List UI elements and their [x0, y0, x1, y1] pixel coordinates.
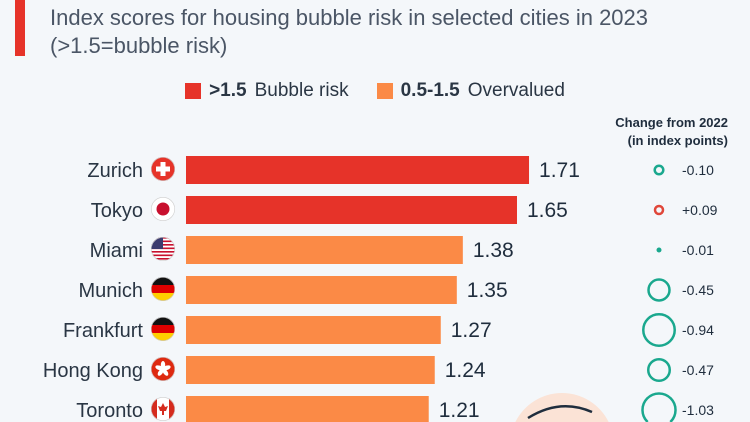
- change-header: Change from 2022 (in index points): [615, 114, 728, 150]
- value-label: 1.38: [473, 239, 514, 262]
- value-label: 1.71: [539, 159, 580, 182]
- change-bubble: [653, 164, 665, 176]
- japan-flag-icon: [151, 197, 176, 222]
- bar-row: Miami 1.38 -0.01: [90, 236, 714, 264]
- bar-row: Toronto 1.21 -1.03: [76, 392, 714, 422]
- bar-row: Munich 1.35 -0.45: [79, 276, 714, 304]
- chart-title: Index scores for housing bubble risk in …: [50, 5, 649, 58]
- change-header-line: Change from 2022: [615, 115, 728, 130]
- category-label: Frankfurt: [63, 320, 143, 342]
- legend-key: >1.5: [209, 80, 247, 101]
- category-label: Toronto: [76, 400, 143, 422]
- change-bubble: [642, 313, 676, 347]
- change-bubble: [653, 204, 665, 216]
- legend-swatch: [185, 83, 202, 99]
- change-label: +0.09: [682, 202, 718, 218]
- change-label: -0.45: [682, 282, 714, 298]
- germany-flag-icon: [151, 276, 176, 301]
- change-header-line: (in index points): [627, 133, 728, 148]
- usa-flag-icon: [151, 237, 176, 262]
- bar-row: Zurich 1.71 -0.10: [87, 156, 714, 184]
- change-label: -0.10: [682, 162, 714, 178]
- bar: [186, 236, 463, 264]
- bar-row: Frankfurt 1.27 -0.94: [63, 313, 714, 347]
- legend-item-bubble-risk: >1.5 Bubble risk: [185, 80, 349, 102]
- change-label: -1.03: [682, 402, 714, 418]
- hong-kong-flag-icon: [151, 356, 176, 381]
- legend: >1.5 Bubble risk 0.5-1.5 Overvalued: [0, 80, 750, 102]
- change-bubble: [647, 358, 671, 382]
- legend-label: Overvalued: [467, 80, 565, 101]
- category-label: Zurich: [87, 160, 143, 182]
- legend-swatch: [376, 83, 393, 99]
- germany-flag-icon: [151, 316, 176, 341]
- value-label: 1.21: [439, 399, 480, 422]
- value-label: 1.35: [467, 279, 508, 302]
- bar: [186, 196, 517, 224]
- decorative-stroke: [527, 405, 593, 420]
- bar: [186, 356, 435, 384]
- category-label: Tokyo: [91, 200, 143, 222]
- bar-row: Hong Kong 1.24 -0.47: [43, 356, 714, 384]
- title-accent-bar: [15, 0, 25, 56]
- bar: [186, 396, 429, 422]
- category-label: Munich: [79, 280, 143, 302]
- legend-key: 0.5-1.5: [400, 80, 460, 101]
- change-bubble: [647, 278, 671, 302]
- change-label: -0.47: [682, 362, 714, 378]
- value-label: 1.27: [451, 319, 492, 342]
- change-label: -0.94: [682, 322, 714, 338]
- category-label: Hong Kong: [43, 360, 143, 382]
- change-bubble: [656, 247, 662, 253]
- bar: [186, 156, 530, 184]
- bar: [186, 316, 441, 344]
- switzerland-flag-icon: [151, 157, 176, 182]
- bar-row: Tokyo 1.65 +0.09: [91, 196, 718, 224]
- value-label: 1.65: [527, 199, 568, 222]
- value-label: 1.24: [445, 359, 486, 382]
- bar: [186, 276, 457, 304]
- canada-flag-icon: [151, 396, 176, 421]
- change-bubble: [641, 392, 677, 422]
- legend-item-overvalued: 0.5-1.5 Overvalued: [376, 80, 565, 102]
- category-label: Miami: [90, 240, 143, 262]
- change-label: -0.01: [682, 242, 714, 258]
- legend-label: Bubble risk: [254, 80, 349, 101]
